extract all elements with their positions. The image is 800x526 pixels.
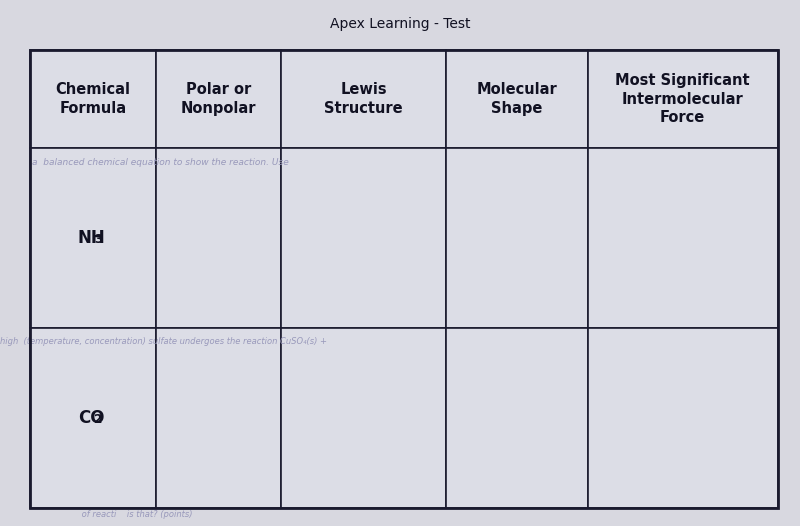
Bar bbox=[30, 328, 156, 508]
Bar bbox=[446, 328, 588, 508]
Bar bbox=[30, 50, 778, 508]
Bar bbox=[156, 50, 281, 148]
Text: 3: 3 bbox=[94, 233, 102, 246]
Text: Chemical
Formula: Chemical Formula bbox=[55, 83, 130, 116]
Bar bbox=[281, 50, 446, 148]
Bar bbox=[281, 148, 446, 328]
Text: Molecular
Shape: Molecular Shape bbox=[477, 83, 558, 116]
Text: a  balanced chemical equation to show the reaction. Use: a balanced chemical equation to show the… bbox=[32, 158, 289, 167]
Text: of reacti    is that? (points): of reacti is that? (points) bbox=[16, 510, 193, 519]
Bar bbox=[588, 328, 778, 508]
Bar bbox=[30, 50, 156, 148]
Text: Most Significant
Intermolecular
Force: Most Significant Intermolecular Force bbox=[615, 73, 750, 125]
Text: CO: CO bbox=[78, 409, 104, 427]
Bar bbox=[156, 148, 281, 328]
Bar bbox=[30, 148, 156, 328]
Text: Polar or
Nonpolar: Polar or Nonpolar bbox=[181, 83, 256, 116]
Bar bbox=[446, 148, 588, 328]
Bar bbox=[588, 50, 778, 148]
Text: NH: NH bbox=[78, 229, 105, 247]
Text: Apex Learning - Test: Apex Learning - Test bbox=[330, 17, 470, 31]
Text: Lewis
Structure: Lewis Structure bbox=[324, 83, 403, 116]
Bar bbox=[446, 50, 588, 148]
Bar bbox=[588, 148, 778, 328]
Text: 2: 2 bbox=[94, 413, 102, 426]
Text: high  (temperature, concentration) sulfate undergoes the reaction CuSO₄(s) +: high (temperature, concentration) sulfat… bbox=[0, 338, 327, 347]
Bar bbox=[281, 328, 446, 508]
Bar bbox=[156, 328, 281, 508]
